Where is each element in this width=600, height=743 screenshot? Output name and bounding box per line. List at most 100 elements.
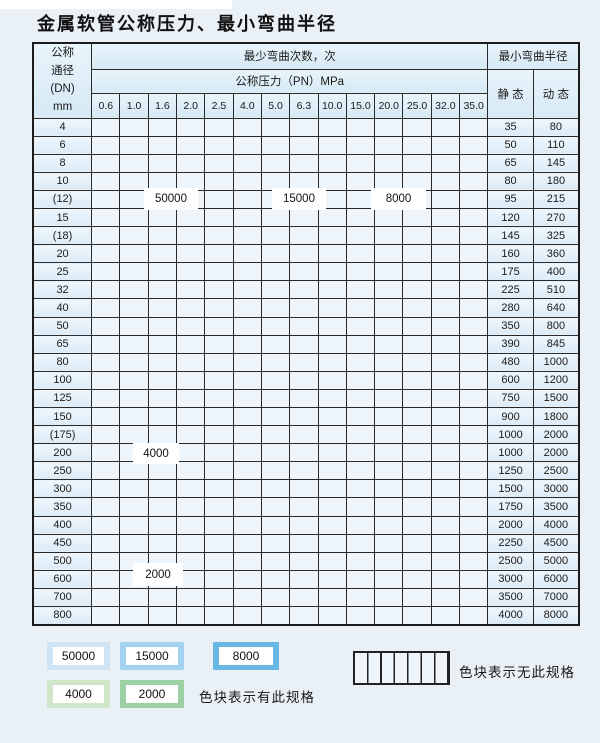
no-spec-cell bbox=[345, 406, 376, 427]
no-spec-cell bbox=[289, 606, 319, 626]
dynamic-radius-cell: 360 bbox=[532, 244, 580, 264]
no-spec-cell bbox=[402, 551, 432, 571]
no-spec-cell bbox=[317, 334, 347, 354]
spec-cell bbox=[176, 533, 206, 553]
no-spec-cell bbox=[458, 153, 489, 173]
spec-cell bbox=[317, 262, 347, 282]
spec-cell bbox=[317, 226, 347, 246]
spec-cell bbox=[374, 207, 404, 228]
dn-cell: 80 bbox=[32, 352, 93, 372]
header-row-2: 公称压力（PN）MPa 静 态 动 态 bbox=[33, 68, 580, 119]
spec-cell bbox=[176, 515, 206, 535]
legend-swatch-2000: 2000 bbox=[120, 680, 184, 708]
spec-cell bbox=[176, 551, 206, 571]
dn-cell: 200 bbox=[32, 443, 93, 463]
static-radius-cell: 160 bbox=[487, 244, 534, 264]
no-spec-cell bbox=[430, 189, 461, 209]
spec-cell bbox=[260, 135, 291, 155]
no-spec-cell bbox=[260, 370, 291, 390]
no-spec-cell bbox=[458, 425, 489, 445]
spec-cell bbox=[147, 298, 178, 318]
spec-cell bbox=[147, 280, 178, 300]
no-spec-cell bbox=[232, 515, 262, 535]
static-radius-cell: 1250 bbox=[487, 461, 534, 481]
spec-cell bbox=[204, 497, 234, 517]
no-spec-cell bbox=[458, 135, 489, 155]
spec-cell bbox=[176, 153, 206, 173]
spec-cell bbox=[176, 280, 206, 300]
static-radius-cell: 600 bbox=[487, 370, 534, 390]
pressure-value-header: 15.0 bbox=[345, 92, 376, 119]
dynamic-radius-cell: 1800 bbox=[532, 406, 580, 427]
no-spec-cell bbox=[458, 189, 489, 209]
no-spec-cell bbox=[260, 533, 291, 553]
spec-cell bbox=[260, 117, 291, 137]
dn-header-line: 通径 bbox=[51, 64, 75, 77]
no-spec-cell bbox=[176, 606, 206, 626]
spec-cell bbox=[204, 461, 234, 481]
no-spec-cell bbox=[402, 298, 432, 318]
no-spec-cell bbox=[232, 569, 262, 589]
spec-cell bbox=[119, 207, 149, 228]
spec-cell bbox=[260, 207, 291, 228]
dn-cell: 40 bbox=[32, 298, 93, 318]
dn-cell: (12) bbox=[32, 189, 93, 209]
no-spec-cell bbox=[317, 551, 347, 571]
spec-cell bbox=[345, 153, 376, 173]
no-spec-cell bbox=[374, 262, 404, 282]
no-spec-cell bbox=[317, 316, 347, 336]
spec-cell bbox=[232, 171, 262, 191]
static-radius-cell: 4000 bbox=[487, 606, 534, 626]
static-radius-cell: 3500 bbox=[487, 587, 534, 608]
no-spec-cell bbox=[345, 587, 376, 608]
no-spec-cell bbox=[374, 551, 404, 571]
spec-cell bbox=[119, 425, 149, 445]
zone-label-4000: 4000 bbox=[133, 443, 179, 464]
no-spec-cell bbox=[402, 226, 432, 246]
dn-cell: 150 bbox=[32, 406, 93, 427]
no-spec-cell bbox=[458, 479, 489, 499]
no-spec-cell bbox=[430, 370, 461, 390]
spec-cell bbox=[176, 207, 206, 228]
pressure-header: 公称压力（PN）MPa bbox=[91, 68, 489, 94]
spec-cell bbox=[204, 334, 234, 354]
spec-cell bbox=[232, 135, 262, 155]
dn-cell: 125 bbox=[32, 388, 93, 409]
no-spec-cell bbox=[430, 316, 461, 336]
spec-cell bbox=[91, 298, 121, 318]
no-spec-cell bbox=[317, 606, 347, 626]
no-spec-cell bbox=[345, 334, 376, 354]
spec-cell bbox=[119, 189, 149, 209]
no-spec-cell bbox=[204, 587, 234, 608]
no-spec-cell bbox=[317, 569, 347, 589]
dn-cell: 25 bbox=[32, 262, 93, 282]
spec-cell bbox=[91, 370, 121, 390]
no-spec-cell bbox=[430, 515, 461, 535]
no-spec-cell bbox=[289, 370, 319, 390]
spec-cell bbox=[204, 425, 234, 445]
spec-cell bbox=[232, 461, 262, 481]
spec-cell bbox=[345, 171, 376, 191]
dn-cell: 600 bbox=[32, 569, 93, 589]
dn-header-line: mm bbox=[52, 100, 73, 113]
no-spec-cell bbox=[289, 461, 319, 481]
no-spec-cell bbox=[374, 370, 404, 390]
static-radius-cell: 95 bbox=[487, 189, 534, 209]
no-spec-cell bbox=[458, 443, 489, 463]
spec-cell bbox=[232, 189, 262, 209]
spec-cell bbox=[345, 189, 376, 209]
no-spec-cell bbox=[458, 569, 489, 589]
table-row: 150 900 1800 bbox=[32, 406, 580, 427]
no-spec-cell bbox=[402, 388, 432, 409]
dn-cell: 300 bbox=[32, 479, 93, 499]
spec-cell bbox=[289, 316, 319, 336]
no-spec-cell bbox=[458, 334, 489, 354]
dn-header-line: 公称 bbox=[51, 47, 75, 60]
no-spec-cell bbox=[402, 262, 432, 282]
spec-cell bbox=[91, 587, 121, 608]
spec-cell bbox=[317, 135, 347, 155]
no-spec-cell bbox=[289, 352, 319, 372]
spec-cell bbox=[91, 497, 121, 517]
spec-cell bbox=[147, 461, 178, 481]
no-spec-cell bbox=[317, 533, 347, 553]
